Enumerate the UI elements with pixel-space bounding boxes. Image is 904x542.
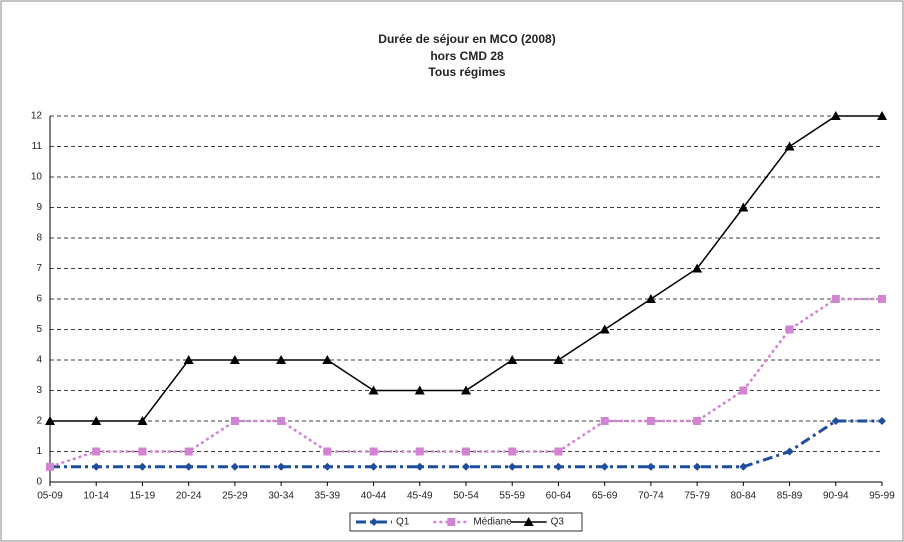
y-tick-label: 5 [36,324,42,335]
x-tick-label: 25-29 [222,491,248,502]
point [646,417,655,425]
y-tick-label: 0 [36,477,42,488]
y-tick-label: 11 [32,141,43,152]
point [91,416,102,425]
point [784,141,795,151]
x-tick-label: 15-19 [130,491,156,502]
y-tick-label: 12 [31,111,43,122]
legend-marker [447,518,456,526]
point [508,462,517,471]
point [599,324,610,334]
point [45,416,55,425]
point [830,111,841,120]
point [230,462,239,471]
x-tick-label: 40-44 [361,491,387,502]
y-tick-label: 4 [36,355,42,366]
point [877,111,887,120]
point [554,462,563,471]
x-tick-label: 90-94 [823,491,849,502]
point [645,294,656,303]
point [831,417,840,425]
point [507,355,518,364]
legend-label: Q3 [551,517,565,528]
legend-label: Médiane [473,517,512,528]
y-tick-label: 8 [36,233,42,244]
point [415,447,424,456]
point [323,462,332,471]
point [323,447,332,456]
point [277,417,286,425]
point [693,462,702,471]
point [230,417,239,425]
point [276,355,287,364]
x-tick-label: 70-74 [638,491,664,502]
point [183,355,194,364]
point [738,202,749,212]
point [692,263,703,273]
point [368,385,379,395]
x-tick-label: 20-24 [176,491,202,502]
legend-marker [523,517,534,526]
x-tick-label: 50-54 [453,491,479,502]
y-tick-label: 10 [31,172,43,183]
x-tick-label: 45-49 [407,491,433,502]
point [878,417,886,425]
x-tick-label: 65-69 [592,491,618,502]
point [138,462,147,471]
point [462,447,470,456]
point [92,462,101,471]
chart-title: Tous régimes [428,65,505,79]
point [646,462,655,471]
point [138,447,147,456]
y-tick-label: 3 [36,385,42,396]
point [184,462,193,471]
point [229,355,240,364]
point [461,385,471,395]
point [414,385,425,395]
x-tick-label: 35-39 [315,491,341,502]
point [878,295,886,303]
point [693,417,702,425]
point [739,386,748,395]
point [137,416,148,425]
point [277,462,286,471]
y-tick-label: 9 [36,202,42,213]
legend-label: Q1 [396,517,410,528]
x-tick-label: 60-64 [546,491,572,502]
y-tick-label: 2 [36,416,42,427]
point [785,447,794,456]
point [92,447,101,456]
point [600,417,609,425]
y-tick-label: 6 [36,294,42,305]
point [322,355,333,364]
x-tick-label: 10-14 [83,491,109,502]
point [462,462,470,471]
x-tick-label: 30-34 [268,491,294,502]
x-tick-label: 75-79 [684,491,710,502]
point [831,295,840,303]
x-tick-label: 55-59 [499,491,525,502]
point [508,447,517,456]
point [785,325,794,334]
point [415,462,424,471]
point [600,462,609,471]
y-tick-label: 1 [36,446,42,457]
point [369,447,378,456]
x-tick-label: 80-84 [731,491,757,502]
point [739,462,748,471]
point [553,355,564,364]
y-tick-label: 7 [36,263,42,274]
x-tick-label: 05-09 [37,491,63,502]
x-tick-label: 85-89 [777,491,803,502]
point [369,462,378,471]
chart-title: hors CMD 28 [430,49,504,63]
point [184,447,193,456]
legend-marker [370,518,378,526]
point [46,462,54,471]
x-tick-label: 95-99 [869,491,895,502]
chart-title: Durée de séjour en MCO (2008) [378,32,555,46]
point [554,447,563,456]
